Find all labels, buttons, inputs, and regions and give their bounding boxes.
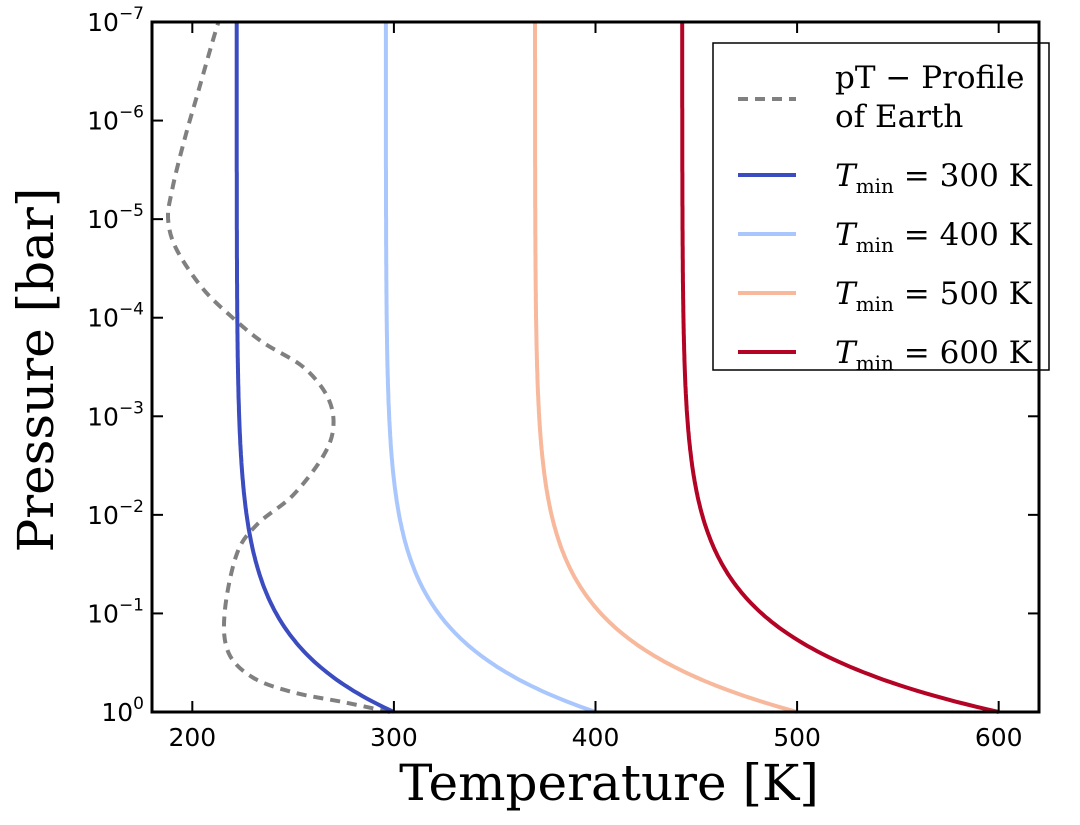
axis-ticks: 200 300 400 500 600 10−7 10−6 10−5 10−4 10−3 10−2 1…: [87, 4, 1039, 752]
legend-box: [712, 42, 1050, 371]
legend: pT − Profile of Earth Tmin = 300 K Tmin =…: [712, 42, 1050, 375]
y-tick-label--1: 10−1: [87, 595, 144, 628]
y-tick-label--5: 10−5: [87, 201, 144, 234]
x-axis-title: Temperature [K]: [399, 754, 819, 812]
y-tick-label--3: 10−3: [87, 398, 144, 431]
x-tick-label-600: 600: [975, 723, 1023, 752]
y-tick-label-0: 100: [101, 694, 144, 727]
series-line-500: [533, 22, 798, 714]
x-tick-label-500: 500: [773, 723, 821, 752]
legend-label-400: Tmin = 400 K: [835, 217, 1033, 257]
y-tick-label--6: 10−6: [87, 103, 144, 136]
y-axis-title: Pressure [bar]: [7, 188, 65, 553]
legend-label-500: Tmin = 500 K: [835, 276, 1033, 316]
legend-label-earth-line1: pT − Profile: [835, 60, 1024, 96]
series-line-600: [680, 22, 1000, 714]
y-tick-label--7: 10−7: [87, 4, 144, 37]
axes-frame: [150, 20, 1041, 714]
y-tick-label--2: 10−2: [87, 497, 144, 530]
plot-area: [165, 21, 1000, 714]
legend-label-earth-line2: of Earth: [835, 99, 963, 135]
earth-profile-line: [165, 21, 391, 714]
x-tick-label-300: 300: [370, 723, 418, 752]
legend-label-300: Tmin = 300 K: [835, 158, 1033, 198]
series-line-300: [234, 22, 395, 714]
y-tick-label--4: 10−4: [87, 300, 144, 333]
legend-label-600: Tmin = 600 K: [835, 335, 1033, 375]
series-line-400: [383, 22, 597, 714]
x-tick-label-200: 200: [168, 723, 216, 752]
x-tick-label-400: 400: [572, 723, 620, 752]
